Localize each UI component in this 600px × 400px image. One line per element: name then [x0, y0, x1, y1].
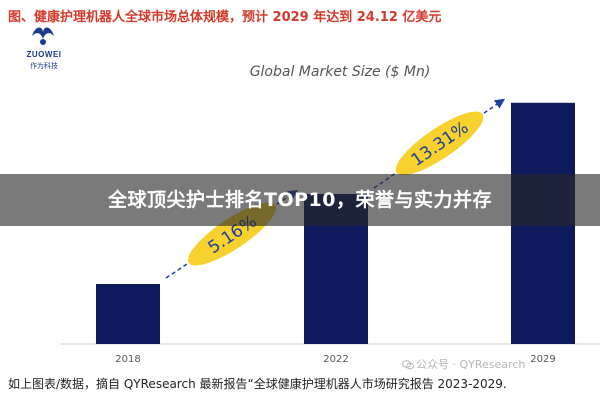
headline-banner: 全球顶尖护士排名TOP10，荣誉与实力并存 — [0, 174, 600, 226]
x-tick-2022: 2022 — [323, 354, 348, 365]
x-tick-2018: 2018 — [115, 354, 140, 365]
x-tick-2029: 2029 — [530, 354, 555, 365]
logo-mark-icon — [32, 27, 54, 45]
watermark-text: 公众号 · QYResearch — [416, 358, 526, 371]
logo-chinese-name: 作为科技 — [30, 62, 58, 70]
chart-title: Global Market Size ($ Mn) — [250, 64, 431, 80]
wechat-icon — [402, 360, 414, 370]
figure-caption-title: 图、健康护理机器人全球市场总体规模，预计 2029 年达到 24.12 亿美元 — [8, 10, 442, 24]
headline-text: 全球顶尖护士排名TOP10，荣誉与实力并存 — [108, 189, 492, 211]
cagr-badge — [395, 111, 484, 176]
bar-2018 — [96, 284, 160, 344]
logo-name: ZUOWEI — [26, 50, 62, 59]
watermark: 公众号 · QYResearch — [402, 356, 592, 372]
arrowhead-icon — [493, 98, 506, 109]
company-logo: ZUOWEI 作为科技 — [14, 24, 74, 70]
x-tick-labels: 2018 2022 2029 — [115, 354, 555, 365]
source-note: 如上图表/数据，摘自 QYResearch 最新报告“全球健康护理机器人市场研究… — [8, 377, 507, 391]
